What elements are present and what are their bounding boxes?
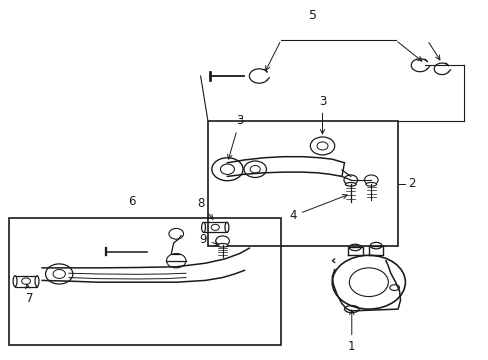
Bar xyxy=(9,218,281,345)
Text: 2: 2 xyxy=(407,177,414,190)
Circle shape xyxy=(211,224,219,230)
Ellipse shape xyxy=(365,183,376,186)
Text: 8: 8 xyxy=(197,197,212,219)
Text: 5: 5 xyxy=(308,9,316,22)
Text: 3: 3 xyxy=(227,114,243,159)
Bar xyxy=(207,121,397,246)
Ellipse shape xyxy=(201,222,205,232)
Text: 9: 9 xyxy=(199,233,219,246)
Text: 7: 7 xyxy=(25,284,34,305)
Text: 1: 1 xyxy=(347,310,355,353)
Text: 6: 6 xyxy=(128,195,136,208)
Circle shape xyxy=(21,278,30,284)
Ellipse shape xyxy=(345,183,355,186)
Ellipse shape xyxy=(217,243,227,247)
Text: 4: 4 xyxy=(289,194,346,222)
Ellipse shape xyxy=(13,276,17,287)
Ellipse shape xyxy=(35,276,39,287)
Text: 3: 3 xyxy=(318,95,325,134)
Ellipse shape xyxy=(224,222,228,232)
